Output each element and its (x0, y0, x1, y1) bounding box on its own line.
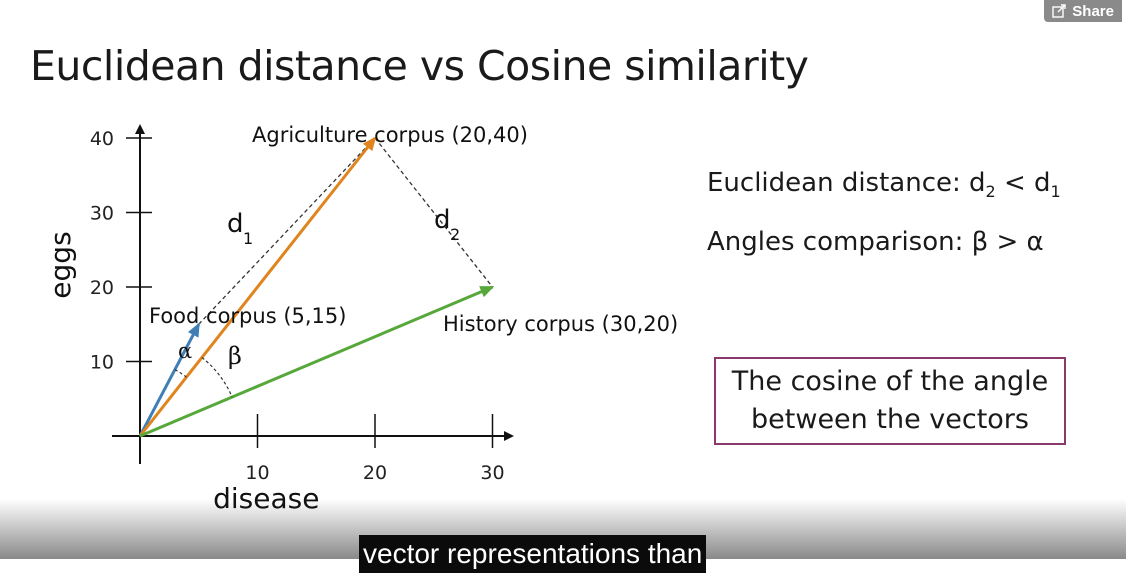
angle-arc-beta (201, 357, 233, 398)
point-label-2: History corpus (30,20) (443, 312, 678, 336)
distance-line-d2 (374, 137, 494, 288)
slide-title: Euclidean distance vs Cosine similarity (30, 42, 809, 90)
vector-2 (139, 285, 495, 438)
angle-label-alpha: α (178, 339, 192, 363)
share-label: Share (1072, 2, 1114, 20)
point-label-0: Food corpus (5,15) (149, 304, 346, 328)
distance-sub-d1: 1 (243, 229, 253, 248)
distance-label-d1: d (227, 209, 244, 239)
distance-label-d2: d (434, 205, 451, 235)
euclid-sub-2: 2 (985, 182, 996, 202)
point-label-1: Agriculture corpus (20,40) (252, 123, 528, 147)
euclid-mid: < d (995, 168, 1051, 198)
vector-plot: 10203010203040diseaseeggs Food corpus (5… (44, 123, 678, 515)
x-tick-label-30: 30 (480, 462, 504, 484)
share-button[interactable]: Share (1044, 0, 1122, 22)
euclidean-comparison: Euclidean distance: d2 < d1 (707, 168, 1061, 201)
y-tick-label-40: 40 (90, 128, 114, 150)
plot-labels: Food corpus (5,15) Agriculture corpus (20… (149, 123, 678, 370)
euclid-sub-1: 1 (1050, 182, 1061, 202)
plot-axes: 10203010203040diseaseeggs (44, 124, 514, 515)
x-tick-label-10: 10 (245, 462, 269, 484)
y-tick-label-20: 20 (90, 277, 114, 299)
euclid-prefix: Euclidean distance: d (707, 168, 986, 198)
distance-line-d1 (198, 137, 376, 325)
angles-comparison: Angles comparison: β > α (707, 227, 1044, 257)
angle-label-beta: β (228, 342, 242, 370)
y-tick-label-10: 10 (90, 352, 114, 374)
share-icon (1052, 4, 1067, 18)
vector-0 (138, 322, 201, 437)
angle-arc-alpha (174, 369, 187, 378)
vector-1 (138, 136, 377, 437)
subtitle-caption: vector representations than (359, 535, 707, 573)
plot-marks (138, 136, 495, 438)
x-tick-label-20: 20 (363, 462, 387, 484)
y-tick-label-30: 30 (90, 203, 114, 225)
cosine-callout: The cosine of the angle between the vect… (714, 357, 1066, 445)
y-axis-label: eggs (44, 231, 77, 298)
distance-sub-d2: 2 (450, 225, 460, 244)
